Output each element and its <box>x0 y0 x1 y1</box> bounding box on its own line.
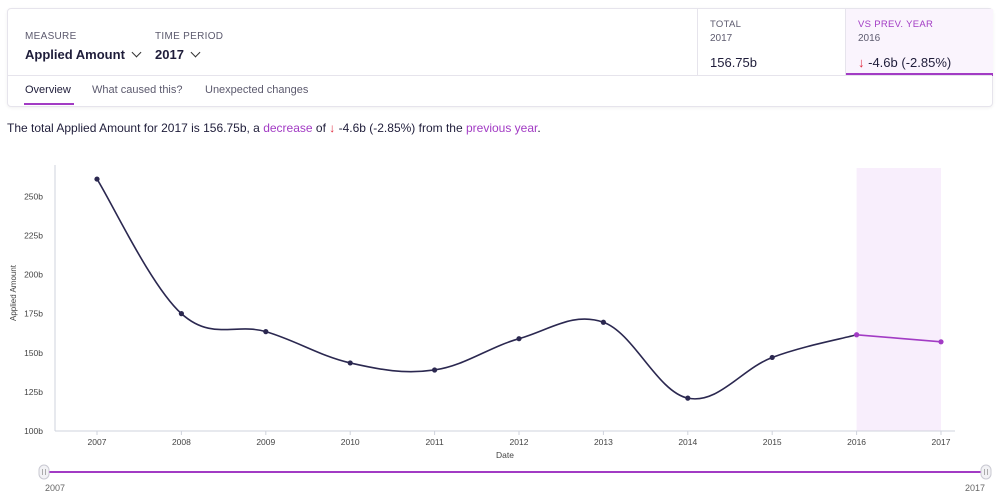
summary-part3: from the <box>415 121 466 135</box>
handle-knob <box>38 464 50 480</box>
x-tick-label: 2010 <box>341 437 360 447</box>
data-point <box>938 339 944 345</box>
tab-unexpected-changes[interactable]: Unexpected changes <box>205 84 309 96</box>
data-point <box>432 367 438 373</box>
tab-overview[interactable]: Overview <box>25 84 71 96</box>
slider-handle-left[interactable] <box>38 464 50 480</box>
x-tick-label: 2008 <box>172 437 191 447</box>
range-slider[interactable]: 2007 2017 <box>38 464 992 493</box>
total-label: TOTAL <box>710 19 742 30</box>
data-point <box>516 336 522 342</box>
handle-knob <box>980 464 992 480</box>
summary-change: -4.6b (-2.85%) <box>335 121 416 135</box>
summary-part1: The total Applied Amount for 2017 is 156… <box>7 121 264 135</box>
x-tick-label: 2007 <box>88 437 107 447</box>
time-period-selector[interactable]: TIME PERIOD 2017 <box>155 31 223 62</box>
data-point <box>600 319 607 325</box>
total-year: 2017 <box>710 33 733 44</box>
x-tick-label: 2014 <box>678 437 697 447</box>
chevron-down-icon <box>190 47 201 58</box>
measure-value: Applied Amount <box>25 47 125 62</box>
y-tick-label: 225b <box>24 230 43 240</box>
vs-prev-year-value: -4.6b (-2.85%) <box>868 55 952 70</box>
x-tick-label: 2015 <box>763 437 782 447</box>
y-tick-label: 150b <box>24 348 43 358</box>
chevron-down-icon <box>131 47 142 58</box>
slider-start-label: 2007 <box>45 483 65 493</box>
summary-part4: . <box>537 121 541 135</box>
vs-prev-year-sub: 2016 <box>858 33 881 44</box>
x-axis-label: Date <box>496 450 514 460</box>
data-point <box>347 360 353 366</box>
time-period-dropdown[interactable]: 2017 <box>155 47 223 62</box>
x-tick-label: 2013 <box>594 437 613 447</box>
time-period-label: TIME PERIOD <box>155 31 224 42</box>
measure-dropdown[interactable]: Applied Amount <box>25 47 142 62</box>
series-line <box>96 178 857 400</box>
data-point <box>178 311 184 317</box>
series-line-highlight <box>856 333 942 343</box>
tab-bar: Overview What caused this? Unexpected ch… <box>8 75 992 108</box>
time-period-value: 2017 <box>155 47 184 62</box>
x-tick-label: 2012 <box>510 437 529 447</box>
vs-prev-year-stat[interactable]: VS PREV. YEAR 2016 ↓ -4.6b (-2.85%) <box>845 9 993 76</box>
down-arrow-icon: ↓ <box>329 121 336 135</box>
previous-year-link[interactable]: previous year <box>465 121 538 135</box>
summary-part2: of <box>312 121 330 135</box>
y-tick-label: 100b <box>24 426 43 436</box>
x-tick-label: 2011 <box>425 437 444 447</box>
vs-prev-year-label: VS PREV. YEAR <box>858 19 934 30</box>
vs-prev-year-value-wrap: ↓ -4.6b (-2.85%) <box>858 55 981 70</box>
data-point <box>685 395 691 401</box>
highlight-band <box>856 168 941 431</box>
y-tick-label: 250b <box>24 191 43 201</box>
total-value: 156.75b <box>710 55 757 70</box>
down-arrow-icon: ↓ <box>858 55 865 70</box>
y-tick-label: 200b <box>24 270 43 280</box>
data-point <box>94 176 100 182</box>
x-tick-label: 2016 <box>847 437 866 447</box>
y-tick-label: 175b <box>24 309 43 319</box>
slider-handle-right[interactable] <box>980 464 992 480</box>
header-card: MEASURE Applied Amount TIME PERIOD 2017 … <box>7 8 993 107</box>
data-point <box>263 329 269 335</box>
measure-label: MEASURE <box>25 31 77 42</box>
slider-end-label: 2017 <box>965 483 985 493</box>
tab-what-caused-this[interactable]: What caused this? <box>92 84 183 96</box>
data-point <box>769 354 775 361</box>
active-stat-indicator <box>846 73 993 76</box>
y-axis-label: Applied Amount <box>9 264 18 321</box>
y-tick-label: 125b <box>24 387 43 397</box>
x-tick-label: 2017 <box>932 437 951 447</box>
summary-text: The total Applied Amount for 2017 is 156… <box>7 121 541 135</box>
data-point <box>854 332 860 338</box>
decrease-link[interactable]: decrease <box>263 121 313 135</box>
total-stat[interactable]: TOTAL 2017 156.75b <box>697 9 845 76</box>
measure-selector[interactable]: MEASURE Applied Amount <box>25 31 142 62</box>
line-chart: 100b 125b 150b 175b 200b 225b 250b 2007 2008 200… <box>9 165 992 493</box>
active-tab-underline <box>24 103 74 105</box>
x-tick-label: 2009 <box>256 437 275 447</box>
